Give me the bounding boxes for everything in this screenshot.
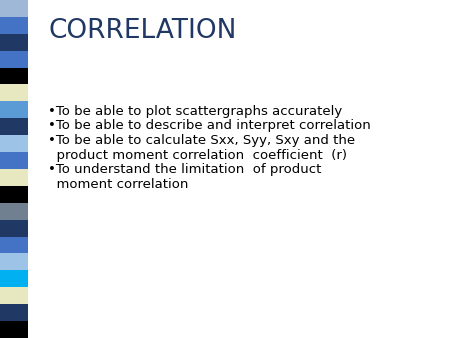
Bar	[0, 152, 28, 169]
Bar	[0, 254, 28, 270]
Text: product moment correlation  coefficient  (r): product moment correlation coefficient (…	[48, 148, 347, 162]
Bar	[0, 34, 28, 51]
Bar	[0, 321, 28, 338]
Bar	[0, 135, 28, 152]
Bar	[0, 186, 28, 203]
Bar	[0, 17, 28, 34]
Bar	[0, 84, 28, 101]
Bar	[0, 118, 28, 135]
Bar	[0, 220, 28, 237]
Bar	[0, 304, 28, 321]
Text: •To understand the limitation  of product: •To understand the limitation of product	[48, 163, 321, 176]
Bar	[0, 287, 28, 304]
Bar	[0, 68, 28, 84]
Text: moment correlation: moment correlation	[48, 177, 189, 191]
Bar	[0, 0, 28, 17]
Text: •To be able to plot scattergraphs accurately: •To be able to plot scattergraphs accura…	[48, 105, 342, 118]
Text: •To be able to describe and interpret correlation: •To be able to describe and interpret co…	[48, 120, 371, 132]
Bar	[0, 203, 28, 220]
Bar	[0, 270, 28, 287]
Text: CORRELATION: CORRELATION	[48, 18, 236, 44]
Bar	[0, 51, 28, 68]
Bar	[0, 169, 28, 186]
Bar	[0, 237, 28, 254]
Bar	[0, 101, 28, 118]
Text: •To be able to calculate Sxx, Syy, Sxy and the: •To be able to calculate Sxx, Syy, Sxy a…	[48, 134, 355, 147]
